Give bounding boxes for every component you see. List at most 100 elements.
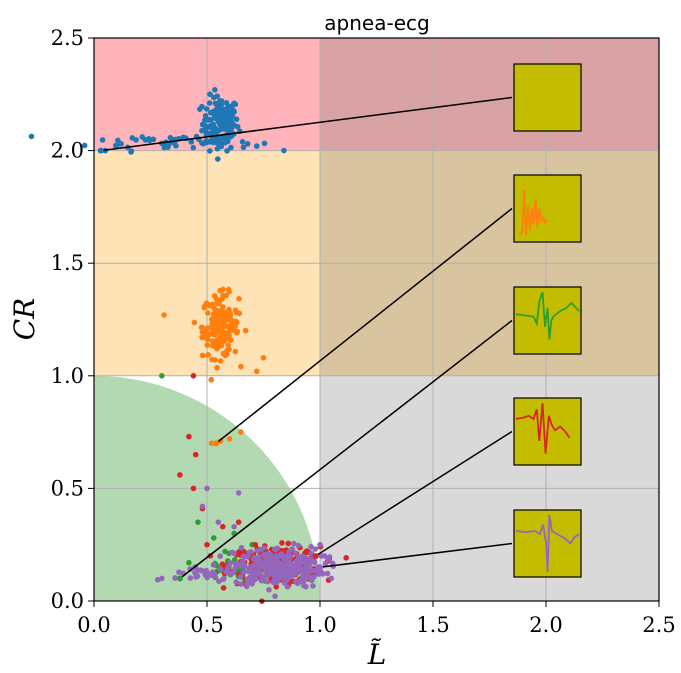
series-4-point	[258, 577, 265, 584]
series-0-point	[146, 135, 152, 142]
series-4-point	[216, 578, 222, 585]
series-4-point	[244, 553, 251, 560]
series-3-point	[219, 561, 226, 567]
series-0-point	[205, 117, 211, 123]
inset-0	[513, 63, 582, 132]
series-4-point	[292, 566, 299, 572]
series-1-point	[212, 318, 219, 325]
series-0-point	[214, 140, 221, 146]
x-tick-label-4: 2.0	[529, 613, 562, 637]
series-0-point	[212, 87, 218, 93]
series-4-point	[207, 571, 213, 577]
series-4-point	[187, 575, 194, 581]
series-1-point	[212, 307, 219, 314]
series-4-point	[261, 545, 267, 551]
series-0-point	[215, 106, 222, 113]
series-4-point	[238, 581, 244, 587]
series-0-point	[202, 112, 209, 119]
series-0-point	[113, 143, 120, 149]
inset-anchor-point-4	[317, 564, 323, 571]
series-0-point	[218, 101, 225, 108]
series-4-point	[199, 503, 206, 510]
series-4-point	[233, 579, 240, 585]
y-axis-label: CR	[8, 298, 41, 341]
series-4-point	[235, 490, 242, 496]
series-1-point	[226, 333, 232, 340]
series-4-point	[237, 574, 244, 580]
series-4-point	[290, 571, 296, 578]
series-4-point	[159, 575, 165, 582]
series-1-point	[199, 352, 206, 359]
series-1-point	[236, 295, 242, 302]
series-4-point	[295, 580, 301, 587]
series-4-point	[240, 558, 246, 565]
series-4-point	[308, 550, 315, 557]
series-1-point	[220, 292, 226, 299]
series-0-point	[261, 140, 268, 147]
x-tick-label-2: 1.0	[303, 613, 336, 637]
inset-connector-0	[100, 96, 513, 152]
series-1-point	[238, 429, 244, 435]
series-4-point	[204, 485, 210, 492]
series-1-point	[224, 317, 231, 323]
series-4-point	[320, 571, 326, 577]
series-0-point	[234, 123, 241, 130]
series-1-point	[204, 342, 211, 348]
series-1-point	[217, 438, 224, 444]
series-0-point	[225, 103, 232, 110]
series-1-point	[253, 368, 260, 375]
series-4-point	[312, 559, 318, 566]
inset-trace-2	[515, 291, 580, 340]
series-4-point	[302, 559, 308, 566]
series-4-point	[309, 575, 315, 582]
series-0-point	[133, 137, 139, 143]
series-4-point	[317, 541, 323, 548]
series-4-point	[269, 560, 276, 567]
series-4-point	[243, 583, 250, 590]
series-1-point	[205, 352, 211, 358]
series-1-point	[242, 327, 249, 334]
series-2-point	[159, 373, 165, 379]
series-4-point	[273, 553, 279, 559]
series-4-point	[264, 578, 271, 585]
series-0-point	[212, 115, 219, 121]
series-3-point	[190, 373, 197, 379]
series-4-point	[266, 586, 272, 593]
series-4-point	[271, 546, 278, 553]
chart-title: apnea-ecg	[324, 11, 429, 35]
series-3-point	[204, 541, 210, 548]
series-1-point	[208, 440, 215, 447]
series-1-point	[214, 364, 220, 371]
series-1-point	[238, 363, 244, 370]
series-4-point	[271, 572, 277, 578]
series-4-point	[302, 575, 309, 582]
series-4-point	[240, 569, 247, 576]
series-1-point	[226, 346, 232, 353]
y-tick-label-2: 1.0	[51, 364, 84, 388]
series-4-point	[238, 544, 245, 551]
series-4-point	[287, 553, 294, 560]
series-4-point	[324, 570, 331, 577]
series-4-point	[286, 549, 292, 555]
series-1-point	[234, 328, 241, 335]
series-0-point	[218, 143, 225, 150]
series-4-point	[218, 566, 224, 573]
series-4-point	[187, 566, 193, 572]
plot-area	[28, 37, 660, 604]
series-4-point	[306, 566, 312, 572]
x-axis-label: L̃	[367, 638, 387, 671]
series-3-point	[177, 472, 183, 478]
series-1-point	[208, 376, 215, 383]
series-2-point	[195, 519, 201, 525]
series-0-point	[214, 156, 221, 162]
inset-anchor-point-3	[312, 552, 319, 559]
series-4-point	[281, 554, 288, 560]
series-1-point	[219, 307, 225, 313]
series-4-point	[264, 562, 271, 569]
series-3-point	[285, 540, 292, 547]
series-0-point	[207, 91, 213, 98]
series-0-point	[99, 137, 106, 143]
y-tick-label-0: 0.0	[51, 589, 84, 613]
inset-connector-3	[315, 430, 513, 557]
